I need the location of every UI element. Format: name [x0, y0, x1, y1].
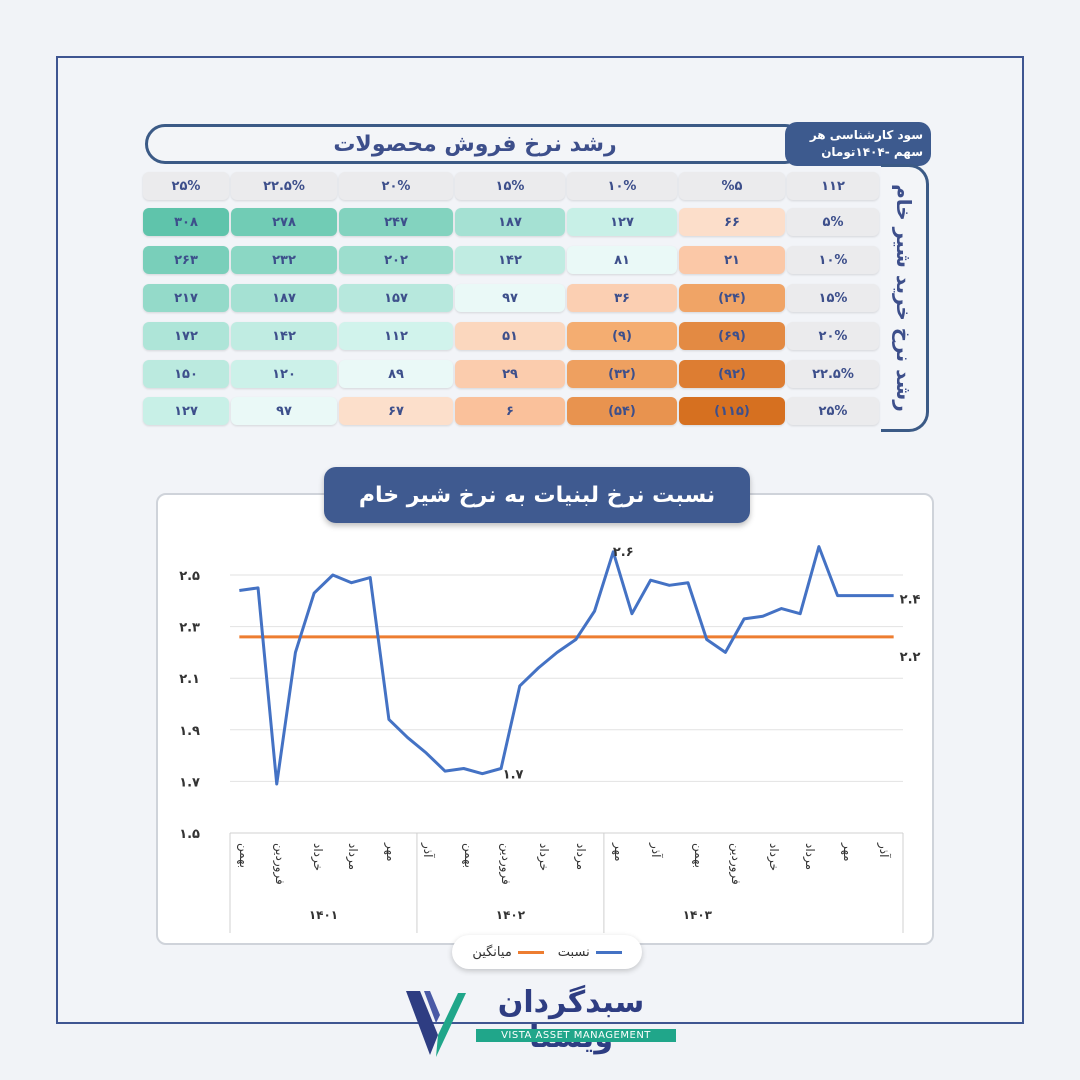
matrix-cell: ۹۷ — [231, 397, 337, 425]
matrix-cell: ۱۴۲ — [231, 322, 337, 350]
matrix-cell: (۵۴) — [567, 397, 677, 425]
matrix-cell: ۱۱۲ — [339, 322, 453, 350]
matrix-cell: ۲۳۲ — [231, 246, 337, 274]
y-tick-label: ۱.۹ — [179, 724, 200, 739]
matrix-cell: ۱۸۷ — [455, 208, 565, 236]
matrix-col-header: %۵ — [679, 172, 785, 200]
legend-ratio: نسبت — [558, 945, 622, 960]
matrix-cell: (۱۱۵) — [679, 397, 785, 425]
matrix-cell: ۱۷۲ — [143, 322, 229, 350]
year-label: ۱۴۰۳ — [683, 908, 713, 922]
y-tick-label: ۲.۵ — [179, 569, 200, 584]
matrix-cell: ۲۱۷ — [143, 284, 229, 312]
matrix-row-header: ۵% — [787, 208, 879, 236]
matrix-cell: ۲۱ — [679, 246, 785, 274]
matrix-col-header: ۲۲.۵% — [231, 172, 337, 200]
matrix-col-header: ۲۵% — [143, 172, 229, 200]
y-tick-label: ۲.۱ — [179, 672, 200, 687]
y-tick-label: ۱.۷ — [179, 775, 200, 790]
matrix-cell: (۳۲) — [567, 360, 677, 388]
matrix-cell: ۲۴۷ — [339, 208, 453, 236]
x-tick-label: مرداد — [345, 843, 360, 870]
matrix-cell: ۱۵۷ — [339, 284, 453, 312]
x-tick-label: آذر — [420, 842, 436, 858]
vista-logo-mark — [406, 991, 466, 1057]
matrix-row-header: ۲۰% — [787, 322, 879, 350]
matrix-cell: ۲۹ — [455, 360, 565, 388]
matrix-cell: ۱۲۷ — [567, 208, 677, 236]
year-label: ۱۴۰۲ — [496, 908, 526, 922]
matrix-cell: (۶۹) — [679, 322, 785, 350]
x-tick-label: مهر — [840, 842, 855, 862]
matrix-cell: ۵۱ — [455, 322, 565, 350]
x-tick-label: مهر — [383, 842, 398, 862]
matrix-row-header: ۲۲.۵% — [787, 360, 879, 388]
matrix-cell: ۱۲۷ — [143, 397, 229, 425]
matrix-col-header: ۱۵% — [455, 172, 565, 200]
matrix-corner-value: ۱۱۲ — [787, 172, 879, 200]
line-chart: ۱.۵ ۱.۷ ۱.۹ ۲.۱ ۲.۳ ۲.۵ ۱۴۰۱ ۱۴۰۲ ۱۴۰۳ بهمن فروردی… — [179, 545, 921, 933]
row-axis-label: رشد نرخ خرید شیر خام — [881, 164, 929, 432]
matrix-cell: (۲۴) — [679, 284, 785, 312]
matrix-cell: ۸۱ — [567, 246, 677, 274]
legend-average-swatch — [517, 950, 544, 954]
data-label: ۲.۲ — [900, 650, 921, 665]
matrix-cell: (۹۲) — [679, 360, 785, 388]
matrix-cell: ۸۹ — [339, 360, 453, 388]
matrix-cell: ۱۵۰ — [143, 360, 229, 388]
chart-title: نسبت نرخ لبنیات به نرخ شیر خام — [324, 467, 750, 523]
y-tick-label: ۱.۵ — [179, 827, 200, 842]
x-tick-label: بهمن — [461, 843, 476, 868]
logo-name: سبدگردان ویستا — [497, 985, 645, 1055]
matrix-cell: ۲۷۸ — [231, 208, 337, 236]
matrix-row-header: ۱۰% — [787, 246, 879, 274]
legend-ratio-swatch — [595, 950, 622, 954]
x-tick-label: مهر — [611, 842, 626, 862]
chart-legend: میانگین نسبت — [452, 935, 642, 969]
matrix-cell: ۶۷ — [339, 397, 453, 425]
matrix-cell: ۶ — [455, 397, 565, 425]
x-tick-label: فروردین — [272, 843, 287, 885]
x-tick-label: آذر — [876, 842, 892, 858]
matrix-col-header: ۱۰% — [567, 172, 677, 200]
matrix-title: رشد نرخ فروش محصولات — [145, 124, 805, 164]
x-tick-label: فروردین — [728, 843, 743, 885]
logo-tagline: VISTA ASSET MANAGEMENT — [476, 1029, 676, 1042]
x-tick-label: مرداد — [802, 843, 817, 870]
data-label: ۲.۴ — [900, 593, 921, 608]
matrix-cell: ۳۰۸ — [143, 208, 229, 236]
matrix-cell: ۱۴۲ — [455, 246, 565, 274]
matrix-cell: ۲۶۳ — [143, 246, 229, 274]
matrix-cell: (۹) — [567, 322, 677, 350]
x-tick-label: مرداد — [573, 843, 588, 870]
x-tick-label: فروردین — [498, 843, 513, 885]
x-tick-label: آذر — [648, 842, 664, 858]
matrix-cell: ۳۶ — [567, 284, 677, 312]
legend-average: میانگین — [472, 945, 544, 960]
ratio-series-line — [239, 545, 894, 786]
x-tick-label: خرداد — [536, 843, 551, 871]
corner-label: سود کارشناسی هر سهم -۱۴۰۴تومان — [785, 122, 931, 166]
matrix-cell: ۲۰۲ — [339, 246, 453, 274]
matrix-cell: ۱۲۰ — [231, 360, 337, 388]
x-tick-label: خرداد — [310, 843, 325, 871]
y-tick-label: ۲.۳ — [179, 621, 200, 636]
x-tick-label: خرداد — [766, 843, 781, 871]
vista-logo: سبدگردان ویستا VISTA ASSET MANAGEMENT — [400, 985, 685, 1060]
matrix-row-header: ۲۵% — [787, 397, 879, 425]
matrix-cell: ۶۶ — [679, 208, 785, 236]
matrix-cell: ۹۷ — [455, 284, 565, 312]
matrix-row-header: ۱۵% — [787, 284, 879, 312]
x-tick-label: بهمن — [236, 843, 251, 868]
matrix-cell: ۱۸۷ — [231, 284, 337, 312]
data-label: ۲.۶ — [613, 545, 634, 560]
x-tick-label: بهمن — [691, 843, 706, 868]
year-label: ۱۴۰۱ — [309, 908, 338, 922]
matrix-col-header: ۲۰% — [339, 172, 453, 200]
data-label: ۱.۷ — [503, 768, 524, 783]
chart-panel: ۱.۵ ۱.۷ ۱.۹ ۲.۱ ۲.۳ ۲.۵ ۱۴۰۱ ۱۴۰۲ ۱۴۰۳ بهمن فروردی… — [156, 493, 934, 945]
